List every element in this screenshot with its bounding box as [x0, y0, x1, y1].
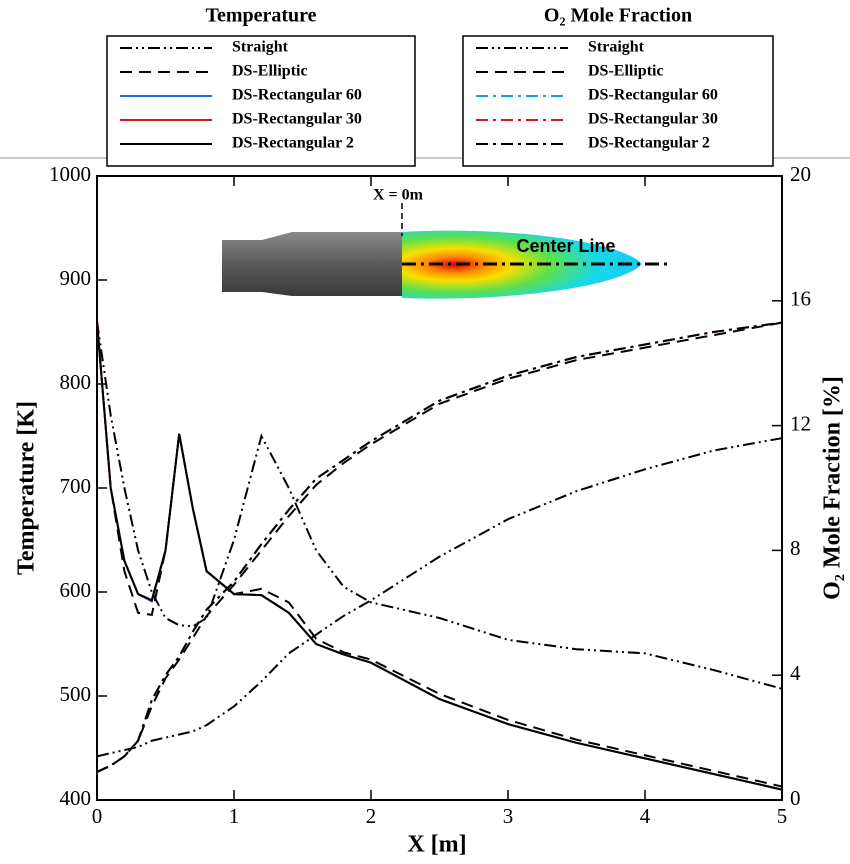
- legend-label: DS-Rectangular 2: [232, 135, 354, 152]
- series-line: [96, 321, 783, 773]
- legend-label: DS-Rectangular 30: [232, 111, 362, 128]
- y2-tick-label: 0: [790, 786, 801, 810]
- legend-label: DS-Elliptic: [588, 63, 664, 80]
- y2-tick-label: 4: [790, 661, 801, 685]
- legend-label: Straight: [588, 39, 645, 56]
- y2-tick-label: 12: [790, 411, 811, 435]
- inset-diagram: X = 0m Center Line: [222, 187, 672, 299]
- x-tick-label: 4: [640, 804, 651, 828]
- y2-axis-label: O₂ Mole Fraction [%]: [820, 376, 846, 600]
- x-axis-label: X [m]: [407, 832, 466, 858]
- x-tick-label: 5: [777, 804, 788, 828]
- y-tick-label: 1000: [49, 162, 91, 186]
- legend-label: DS-Elliptic: [232, 63, 308, 80]
- legend-box: [462, 35, 774, 167]
- x-tick-label: 1: [229, 804, 240, 828]
- y-tick-label: 800: [60, 370, 92, 394]
- legend-label: Straight: [232, 39, 289, 56]
- legend-title: Temperature: [205, 5, 316, 27]
- series-line: [96, 321, 783, 773]
- annotation: X = 0m: [373, 187, 424, 204]
- y2-tick-label: 8: [790, 536, 801, 560]
- legend-label: DS-Rectangular 30: [588, 111, 718, 128]
- y-tick-label: 700: [60, 474, 92, 498]
- series-line: [96, 321, 783, 791]
- nozzle: [222, 232, 402, 296]
- x-tick-label: 0: [92, 804, 103, 828]
- y-tick-label: 900: [60, 266, 92, 290]
- y-tick-label: 500: [60, 682, 92, 706]
- y2-tick-label: 16: [790, 287, 811, 311]
- x-tick-label: 2: [366, 804, 377, 828]
- x-tick-label: 3: [503, 804, 514, 828]
- legend-label: DS-Rectangular 60: [588, 87, 718, 104]
- series-line: [96, 321, 783, 788]
- y2-tick-label: 20: [790, 162, 811, 186]
- y-axis-label: Temperature [K]: [14, 401, 40, 575]
- series-line: [96, 321, 783, 773]
- y-tick-label: 600: [60, 578, 92, 602]
- legend-title: O₂ Mole Fraction: [544, 5, 692, 27]
- legend-label: DS-Rectangular 60: [232, 87, 362, 104]
- y-tick-label: 400: [60, 786, 92, 810]
- series-line: [96, 437, 783, 758]
- series-line: [96, 321, 783, 690]
- legend-label: DS-Rectangular 2: [588, 135, 710, 152]
- series-line: [96, 321, 783, 773]
- annotation: Center Line: [516, 236, 615, 256]
